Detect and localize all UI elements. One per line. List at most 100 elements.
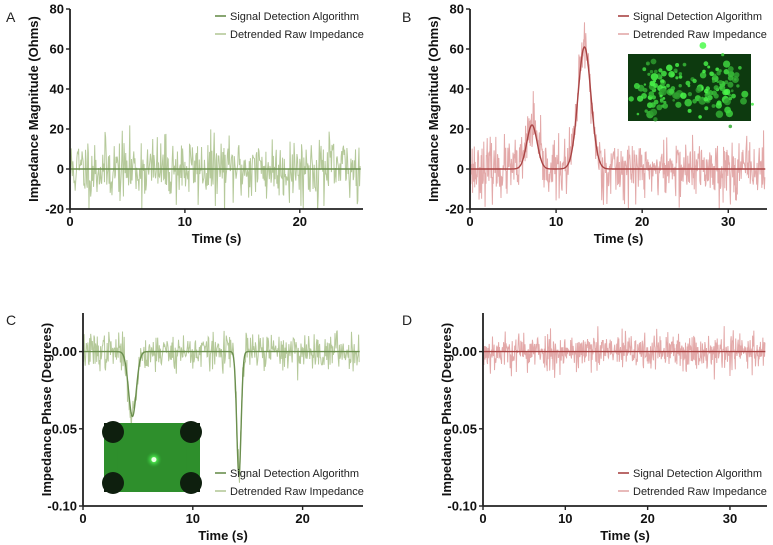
cell-spot — [699, 42, 707, 49]
cell-spot — [660, 79, 665, 84]
y-tick-label: 0.00 — [52, 344, 77, 359]
raw-impedance-line — [70, 125, 361, 209]
legend-label: Detrended Raw Impedance — [633, 486, 767, 498]
cell-spot — [715, 67, 720, 72]
cell-spot — [651, 95, 657, 100]
cell-spot — [666, 83, 670, 88]
legend-label: Signal Detection Algorithm — [230, 468, 359, 480]
cell-spot — [644, 109, 648, 113]
cell-spot — [658, 68, 663, 73]
x-tick-label: 10 — [558, 511, 572, 526]
cell-spot — [718, 80, 723, 84]
x-tick-label: 20 — [640, 511, 654, 526]
electrode-corner — [180, 472, 202, 494]
cell-spot — [648, 91, 655, 97]
cell-spot — [698, 115, 702, 119]
y-tick-label: 0 — [457, 162, 464, 177]
panel-label: B — [402, 9, 411, 25]
cell-spot — [656, 104, 663, 111]
cell-spot — [713, 85, 719, 91]
cell-spot — [724, 106, 731, 114]
signal-detection-line — [470, 46, 766, 170]
cell-spot — [707, 65, 711, 69]
cell-spot — [650, 73, 659, 81]
cell-spot — [727, 75, 734, 81]
x-axis-title: Time (s) — [192, 231, 242, 246]
panel-label: D — [402, 312, 412, 328]
cell-spot — [672, 92, 679, 99]
cell-spot — [727, 81, 734, 88]
x-tick-label: 20 — [295, 511, 309, 526]
x-axis-title: Time (s) — [198, 528, 248, 543]
cell-spot — [637, 95, 644, 102]
cell-spot — [713, 93, 719, 99]
cell-spot — [711, 104, 716, 108]
x-tick-label: 0 — [466, 214, 473, 229]
cell-spot — [715, 110, 724, 118]
cell-spot — [687, 84, 691, 88]
cell-spot — [724, 80, 729, 85]
cell-spot — [738, 66, 742, 70]
cell-spot — [661, 70, 667, 77]
cell-spot — [722, 89, 729, 96]
y-tick-label: 60 — [50, 42, 64, 57]
cell-spot — [650, 102, 656, 108]
cell-spot — [699, 72, 707, 79]
cell-spot — [669, 88, 675, 95]
raw-impedance-line — [470, 22, 766, 209]
cell-spot — [659, 94, 663, 98]
cell-spot — [716, 80, 720, 84]
cell-spot — [687, 92, 693, 97]
y-tick-label: 20 — [50, 122, 64, 137]
cell-spot — [654, 69, 658, 74]
electrode-corner — [180, 421, 202, 443]
cell-spot — [649, 108, 658, 116]
cell-spot — [687, 108, 692, 113]
cell-spot — [702, 69, 706, 74]
cell-spot — [707, 95, 713, 101]
cell-spot — [678, 75, 683, 79]
cell-spot — [721, 53, 725, 57]
x-tick-label: 20 — [293, 214, 307, 229]
cell-spot — [704, 88, 709, 94]
signal-detection-line — [83, 350, 360, 478]
cell-spot — [633, 83, 640, 89]
cell-spot — [672, 99, 675, 102]
fluorescence-inset-image — [628, 42, 754, 129]
x-tick-label: 0 — [79, 511, 86, 526]
x-tick-label: 10 — [186, 511, 200, 526]
cell-spot — [727, 66, 734, 72]
cell-spot — [649, 80, 656, 87]
cell-spot — [704, 106, 709, 111]
cell-spot — [692, 78, 697, 84]
panel-label: A — [6, 9, 16, 25]
cell-spot — [628, 96, 634, 102]
cell-spot — [645, 61, 650, 66]
cell-spot — [731, 76, 739, 83]
cell-spot — [715, 102, 722, 109]
cell-spot — [678, 84, 682, 88]
cell-spot — [678, 72, 683, 76]
cell-spot — [709, 71, 714, 77]
cell-spot — [692, 99, 697, 104]
y-tick-label: 80 — [50, 2, 64, 17]
cell-spot — [740, 97, 747, 105]
cell-spot — [666, 64, 673, 72]
y-tick-label: -20 — [45, 202, 64, 217]
cell-spot — [707, 90, 714, 96]
y-tick-label: -0.10 — [47, 499, 77, 514]
legend: Signal Detection Algorithm Detrended Raw … — [618, 468, 767, 498]
cell-spot — [675, 76, 679, 80]
legend: Signal Detection Algorithm Detrended Raw … — [215, 468, 364, 498]
y-axis-title: Impedance Magnitude (Ohms) — [26, 16, 41, 202]
cell-spot — [730, 89, 734, 93]
legend-label: Detrended Raw Impedance — [633, 29, 767, 41]
cell-spot — [703, 96, 709, 102]
x-tick-label: 0 — [479, 511, 486, 526]
cell-spot — [675, 63, 680, 67]
y-tick-label: 40 — [50, 82, 64, 97]
x-tick-label: 10 — [549, 214, 563, 229]
